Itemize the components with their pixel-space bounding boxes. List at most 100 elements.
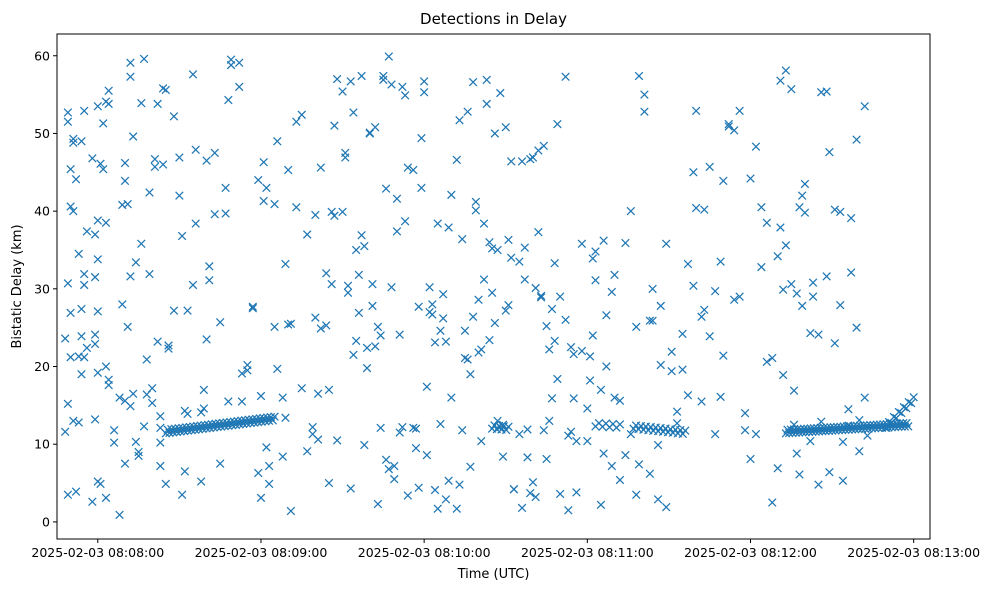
data-point bbox=[302, 446, 312, 456]
data-point bbox=[645, 469, 655, 478]
data-point bbox=[830, 205, 840, 214]
data-point bbox=[792, 449, 801, 458]
data-point bbox=[536, 293, 546, 302]
data-point bbox=[436, 326, 445, 336]
data-point bbox=[417, 183, 426, 193]
data-point bbox=[145, 188, 154, 197]
data-point bbox=[63, 399, 73, 409]
data-point bbox=[433, 219, 442, 228]
data-point bbox=[215, 317, 225, 327]
data-point bbox=[264, 479, 274, 489]
y-axis-ticks: 0 10 20 30 40 50 60 bbox=[34, 48, 57, 529]
data-point bbox=[626, 206, 636, 216]
data-point bbox=[417, 133, 426, 143]
y-tick: 0 bbox=[42, 514, 57, 529]
data-point bbox=[77, 370, 86, 379]
data-point bbox=[234, 58, 244, 67]
data-point bbox=[384, 52, 394, 61]
data-point bbox=[661, 502, 671, 512]
y-tick-label: 60 bbox=[34, 48, 50, 63]
data-point bbox=[313, 435, 323, 444]
data-point bbox=[621, 238, 630, 248]
data-point bbox=[79, 280, 89, 290]
data-point bbox=[96, 159, 105, 168]
data-point bbox=[346, 77, 355, 86]
data-point bbox=[93, 102, 103, 111]
data-point bbox=[360, 241, 369, 251]
data-point bbox=[539, 425, 549, 435]
data-point bbox=[104, 99, 113, 109]
y-tick: 10 bbox=[34, 437, 57, 452]
data-point bbox=[433, 504, 442, 513]
data-point bbox=[683, 259, 693, 269]
data-point bbox=[126, 58, 135, 67]
data-point bbox=[224, 95, 233, 105]
data-point bbox=[781, 66, 791, 75]
data-point bbox=[202, 156, 211, 165]
x-tick: 2025-02-03 08:12:00 bbox=[684, 539, 817, 560]
x-axis-ticks: 2025-02-03 08:08:00 2025-02-03 08:09:00 20… bbox=[31, 539, 980, 560]
data-point bbox=[316, 324, 326, 333]
data-point bbox=[838, 476, 848, 485]
data-point bbox=[188, 280, 198, 290]
y-tick-label: 50 bbox=[34, 126, 50, 141]
data-point bbox=[447, 393, 456, 402]
data-point bbox=[705, 162, 714, 172]
data-point bbox=[398, 422, 407, 432]
data-point bbox=[490, 318, 500, 328]
data-point bbox=[292, 117, 301, 127]
data-point bbox=[234, 82, 244, 92]
data-point bbox=[477, 436, 486, 446]
y-tick-label: 10 bbox=[34, 437, 50, 452]
data-point bbox=[667, 366, 676, 376]
data-point bbox=[836, 300, 845, 310]
data-point bbox=[640, 90, 649, 99]
data-point bbox=[596, 500, 606, 510]
data-point bbox=[498, 452, 508, 461]
data-point bbox=[370, 342, 380, 351]
data-point bbox=[398, 82, 407, 92]
data-point bbox=[156, 438, 165, 447]
data-point bbox=[564, 506, 573, 515]
data-point bbox=[354, 270, 364, 280]
data-point bbox=[131, 437, 141, 447]
data-point bbox=[846, 213, 856, 223]
data-point bbox=[719, 176, 728, 186]
data-point bbox=[564, 431, 573, 440]
data-point bbox=[550, 336, 559, 346]
data-point bbox=[607, 461, 617, 471]
data-point bbox=[254, 468, 263, 478]
data-point bbox=[376, 423, 385, 433]
data-point bbox=[482, 75, 491, 85]
data-point bbox=[134, 451, 143, 461]
data-point bbox=[691, 203, 701, 213]
data-point bbox=[120, 176, 130, 186]
data-point bbox=[585, 352, 595, 361]
data-point bbox=[542, 321, 551, 331]
data-point bbox=[330, 211, 339, 221]
data-point bbox=[493, 245, 502, 255]
data-point bbox=[302, 230, 312, 239]
data-point bbox=[104, 375, 113, 384]
data-point bbox=[545, 416, 554, 426]
data-point bbox=[808, 292, 818, 301]
data-point bbox=[729, 126, 739, 135]
data-point bbox=[419, 88, 429, 97]
y-tick: 40 bbox=[34, 204, 57, 219]
data-point bbox=[161, 85, 171, 95]
data-point bbox=[525, 488, 535, 498]
data-point bbox=[381, 184, 391, 193]
data-point bbox=[389, 474, 399, 484]
y-tick: 50 bbox=[34, 126, 57, 141]
data-point bbox=[683, 391, 693, 400]
data-point bbox=[93, 307, 103, 316]
data-point bbox=[539, 141, 549, 151]
data-point bbox=[792, 289, 801, 298]
data-point bbox=[392, 194, 402, 203]
data-point bbox=[373, 322, 383, 332]
data-point bbox=[351, 245, 361, 255]
data-point bbox=[621, 450, 630, 460]
track-point bbox=[904, 422, 913, 431]
data-point bbox=[332, 74, 342, 84]
data-point bbox=[531, 283, 540, 293]
